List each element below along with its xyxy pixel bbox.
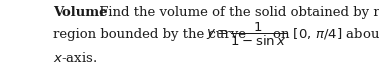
Text: $y = \dfrac{1}{1 - \sin x}$: $y = \dfrac{1}{1 - \sin x}$: [206, 21, 286, 48]
Text: on $[0,\, \pi/4]$ about the: on $[0,\, \pi/4]$ about the: [268, 26, 379, 41]
Text: Volume: Volume: [53, 6, 107, 19]
Text: $x$-axis.: $x$-axis.: [53, 51, 97, 65]
Text: region bounded by the curve: region bounded by the curve: [53, 28, 250, 41]
Text: Find the volume of the solid obtained by revolving the: Find the volume of the solid obtained by…: [95, 6, 379, 19]
